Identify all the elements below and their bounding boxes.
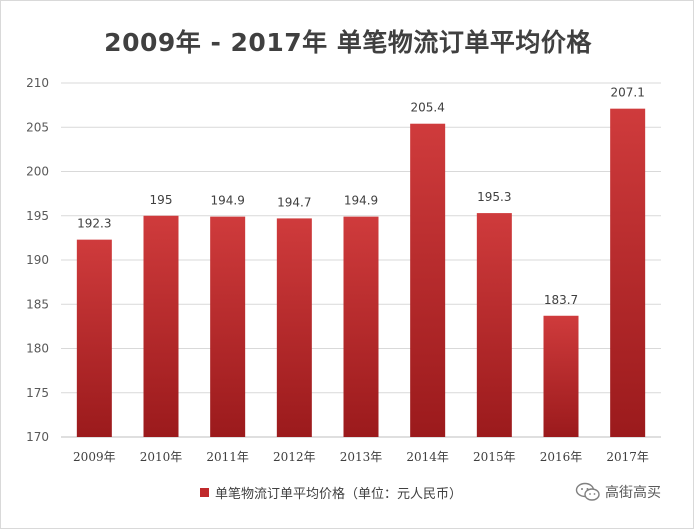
bar — [543, 315, 579, 437]
y-tick-label: 200 — [26, 165, 49, 179]
bar — [276, 218, 312, 437]
y-tick-label: 190 — [26, 253, 49, 267]
wechat-icon — [575, 482, 601, 502]
data-label: 194.9 — [344, 194, 378, 208]
data-label: 195 — [150, 193, 173, 207]
data-label: 194.9 — [210, 194, 244, 208]
legend-swatch — [200, 488, 209, 497]
x-tick-label: 2013年 — [340, 450, 383, 464]
watermark-text: 高街高买 — [605, 485, 661, 501]
bar — [610, 108, 646, 437]
y-tick-label: 195 — [26, 209, 49, 223]
legend-label: 单笔物流订单平均价格（单位：元人民币） — [215, 487, 463, 502]
y-tick-label: 210 — [26, 76, 49, 90]
data-label: 195.3 — [477, 190, 511, 204]
y-tick-label: 185 — [26, 297, 49, 311]
bar — [76, 239, 112, 437]
bar — [143, 215, 179, 437]
y-tick-label: 205 — [26, 120, 49, 134]
data-label: 205.4 — [410, 101, 444, 115]
watermark: 高街高买 — [575, 482, 661, 502]
data-label: 194.7 — [277, 195, 311, 209]
bar — [343, 216, 379, 437]
y-tick-label: 180 — [26, 342, 49, 356]
bar — [410, 123, 446, 438]
data-label: 183.7 — [544, 293, 578, 307]
y-tick-label: 175 — [26, 386, 49, 400]
data-label: 192.3 — [77, 217, 111, 231]
x-tick-label: 2017年 — [606, 450, 649, 464]
chart-title: 2009年 - 2017年 单笔物流订单平均价格 — [104, 28, 592, 57]
x-tick-label: 2011年 — [206, 450, 249, 464]
x-tick-label: 2016年 — [540, 450, 583, 464]
data-label: 207.1 — [610, 86, 644, 100]
x-tick-label: 2010年 — [140, 450, 183, 464]
x-tick-label: 2012年 — [273, 450, 316, 464]
y-tick-label: 170 — [26, 430, 49, 444]
bar — [476, 213, 512, 437]
x-tick-label: 2009年 — [73, 450, 116, 464]
x-tick-label: 2015年 — [473, 450, 516, 464]
legend: 单笔物流订单平均价格（单位：元人民币） — [200, 483, 462, 502]
bar — [210, 216, 246, 437]
x-tick-label: 2014年 — [406, 450, 449, 464]
